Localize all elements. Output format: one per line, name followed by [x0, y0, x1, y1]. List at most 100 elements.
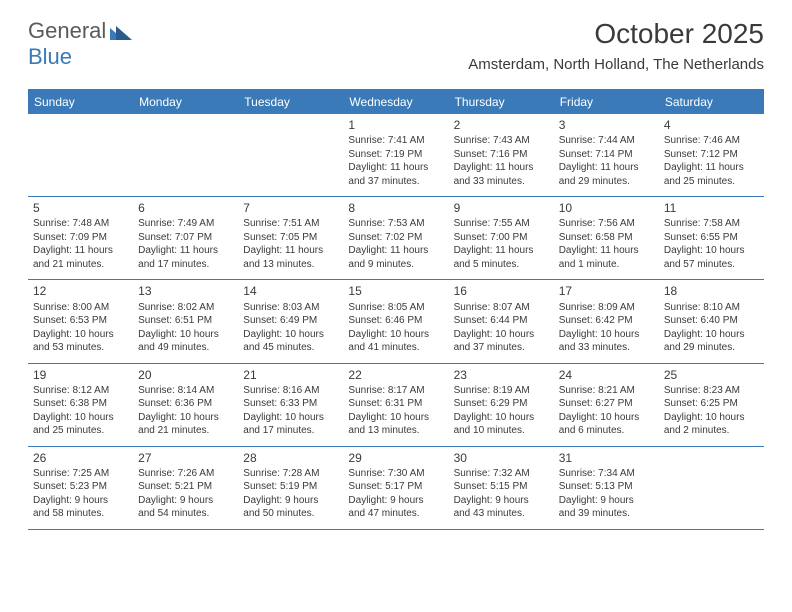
day-daylight2: and 21 minutes.: [138, 424, 233, 438]
day-sunrise: Sunrise: 7:28 AM: [243, 467, 338, 481]
day-sunrise: Sunrise: 8:16 AM: [243, 384, 338, 398]
day-cell: 30Sunrise: 7:32 AMSunset: 5:15 PMDayligh…: [449, 447, 554, 529]
day-number: 6: [138, 200, 233, 216]
day-number: 17: [559, 283, 654, 299]
day-sunrise: Sunrise: 8:12 AM: [33, 384, 128, 398]
day-sunrise: Sunrise: 7:53 AM: [348, 217, 443, 231]
day-sunrise: Sunrise: 8:00 AM: [33, 301, 128, 315]
day-daylight1: Daylight: 11 hours: [243, 244, 338, 258]
calendar: Sunday Monday Tuesday Wednesday Thursday…: [28, 89, 764, 530]
day-daylight1: Daylight: 11 hours: [348, 244, 443, 258]
day-sunrise: Sunrise: 8:19 AM: [454, 384, 549, 398]
dow-sunday: Sunday: [28, 91, 133, 114]
day-sunset: Sunset: 7:14 PM: [559, 148, 654, 162]
day-number: 5: [33, 200, 128, 216]
day-of-week-header: Sunday Monday Tuesday Wednesday Thursday…: [28, 91, 764, 114]
day-daylight2: and 53 minutes.: [33, 341, 128, 355]
day-daylight2: and 29 minutes.: [664, 341, 759, 355]
logo-text-1: General: [28, 18, 106, 44]
day-sunrise: Sunrise: 7:48 AM: [33, 217, 128, 231]
day-number: 14: [243, 283, 338, 299]
day-cell: 3Sunrise: 7:44 AMSunset: 7:14 PMDaylight…: [554, 114, 659, 196]
day-sunset: Sunset: 6:58 PM: [559, 231, 654, 245]
day-sunset: Sunset: 6:55 PM: [664, 231, 759, 245]
day-cell: 24Sunrise: 8:21 AMSunset: 6:27 PMDayligh…: [554, 364, 659, 446]
day-number: 18: [664, 283, 759, 299]
day-sunrise: Sunrise: 7:30 AM: [348, 467, 443, 481]
day-sunset: Sunset: 7:16 PM: [454, 148, 549, 162]
day-sunrise: Sunrise: 8:21 AM: [559, 384, 654, 398]
day-sunset: Sunset: 6:51 PM: [138, 314, 233, 328]
title-block: October 2025 Amsterdam, North Holland, T…: [468, 18, 764, 73]
day-daylight1: Daylight: 10 hours: [664, 328, 759, 342]
day-sunset: Sunset: 6:38 PM: [33, 397, 128, 411]
day-sunset: Sunset: 7:00 PM: [454, 231, 549, 245]
day-daylight1: Daylight: 10 hours: [454, 411, 549, 425]
day-daylight2: and 5 minutes.: [454, 258, 549, 272]
day-cell: 22Sunrise: 8:17 AMSunset: 6:31 PMDayligh…: [343, 364, 448, 446]
day-daylight2: and 6 minutes.: [559, 424, 654, 438]
day-daylight2: and 33 minutes.: [559, 341, 654, 355]
day-sunset: Sunset: 7:19 PM: [348, 148, 443, 162]
day-daylight1: Daylight: 11 hours: [138, 244, 233, 258]
day-sunset: Sunset: 6:31 PM: [348, 397, 443, 411]
location-subtitle: Amsterdam, North Holland, The Netherland…: [468, 56, 764, 73]
day-daylight2: and 9 minutes.: [348, 258, 443, 272]
dow-monday: Monday: [133, 91, 238, 114]
day-daylight2: and 43 minutes.: [454, 507, 549, 521]
day-sunrise: Sunrise: 8:07 AM: [454, 301, 549, 315]
day-sunrise: Sunrise: 7:55 AM: [454, 217, 549, 231]
day-daylight2: and 37 minutes.: [454, 341, 549, 355]
day-number: 29: [348, 450, 443, 466]
day-daylight2: and 57 minutes.: [664, 258, 759, 272]
day-daylight2: and 41 minutes.: [348, 341, 443, 355]
day-sunrise: Sunrise: 8:10 AM: [664, 301, 759, 315]
day-daylight2: and 13 minutes.: [243, 258, 338, 272]
day-sunrise: Sunrise: 7:44 AM: [559, 134, 654, 148]
week-row: 19Sunrise: 8:12 AMSunset: 6:38 PMDayligh…: [28, 364, 764, 447]
day-sunrise: Sunrise: 7:43 AM: [454, 134, 549, 148]
day-daylight1: Daylight: 11 hours: [454, 244, 549, 258]
dow-saturday: Saturday: [659, 91, 764, 114]
day-cell: 27Sunrise: 7:26 AMSunset: 5:21 PMDayligh…: [133, 447, 238, 529]
day-number: 16: [454, 283, 549, 299]
day-daylight1: Daylight: 10 hours: [348, 328, 443, 342]
day-cell: 29Sunrise: 7:30 AMSunset: 5:17 PMDayligh…: [343, 447, 448, 529]
day-number: 1: [348, 117, 443, 133]
day-sunset: Sunset: 5:23 PM: [33, 480, 128, 494]
day-number: 26: [33, 450, 128, 466]
day-daylight2: and 25 minutes.: [664, 175, 759, 189]
day-daylight2: and 37 minutes.: [348, 175, 443, 189]
day-sunrise: Sunrise: 8:23 AM: [664, 384, 759, 398]
week-row: 1Sunrise: 7:41 AMSunset: 7:19 PMDaylight…: [28, 114, 764, 197]
day-number: 3: [559, 117, 654, 133]
day-daylight1: Daylight: 10 hours: [348, 411, 443, 425]
day-number: 31: [559, 450, 654, 466]
day-daylight2: and 45 minutes.: [243, 341, 338, 355]
day-cell: 23Sunrise: 8:19 AMSunset: 6:29 PMDayligh…: [449, 364, 554, 446]
day-sunrise: Sunrise: 8:02 AM: [138, 301, 233, 315]
day-cell: 31Sunrise: 7:34 AMSunset: 5:13 PMDayligh…: [554, 447, 659, 529]
day-cell: 2Sunrise: 7:43 AMSunset: 7:16 PMDaylight…: [449, 114, 554, 196]
day-cell: 12Sunrise: 8:00 AMSunset: 6:53 PMDayligh…: [28, 280, 133, 362]
day-daylight1: Daylight: 9 hours: [454, 494, 549, 508]
day-number: 21: [243, 367, 338, 383]
day-number: 24: [559, 367, 654, 383]
day-daylight1: Daylight: 10 hours: [559, 411, 654, 425]
day-daylight2: and 50 minutes.: [243, 507, 338, 521]
day-cell: [238, 114, 343, 196]
day-sunrise: Sunrise: 7:34 AM: [559, 467, 654, 481]
day-daylight1: Daylight: 11 hours: [33, 244, 128, 258]
day-cell: 4Sunrise: 7:46 AMSunset: 7:12 PMDaylight…: [659, 114, 764, 196]
day-sunset: Sunset: 6:33 PM: [243, 397, 338, 411]
day-cell: 18Sunrise: 8:10 AMSunset: 6:40 PMDayligh…: [659, 280, 764, 362]
day-sunrise: Sunrise: 8:17 AM: [348, 384, 443, 398]
day-daylight1: Daylight: 11 hours: [348, 161, 443, 175]
day-sunset: Sunset: 5:21 PM: [138, 480, 233, 494]
day-sunset: Sunset: 6:42 PM: [559, 314, 654, 328]
header: General October 2025 Amsterdam, North Ho…: [0, 0, 792, 77]
day-sunrise: Sunrise: 7:58 AM: [664, 217, 759, 231]
day-sunset: Sunset: 5:17 PM: [348, 480, 443, 494]
day-daylight1: Daylight: 9 hours: [138, 494, 233, 508]
logo: General: [28, 18, 134, 44]
